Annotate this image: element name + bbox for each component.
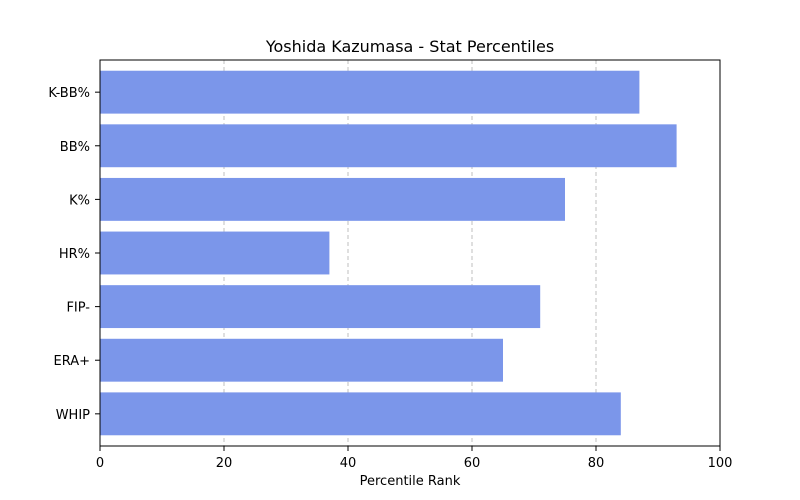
- chart-title: Yoshida Kazumasa - Stat Percentiles: [265, 37, 554, 56]
- bar-hr: [100, 231, 330, 275]
- y-tick-label: FIP-: [66, 301, 90, 316]
- x-axis-label: Percentile Rank: [360, 474, 461, 489]
- bar-bb: [100, 124, 677, 168]
- y-tick-label: K%: [69, 193, 90, 208]
- bars: [100, 70, 677, 436]
- bar-era: [100, 338, 503, 382]
- bar-k: [100, 177, 565, 221]
- x-tick-label: 40: [340, 456, 357, 471]
- y-tick-label: BB%: [60, 140, 90, 155]
- bar-fip: [100, 285, 541, 329]
- x-tick-label: 0: [96, 456, 104, 471]
- y-axis-ticks: K-BB% BB% K% HR% FIP- ERA+ WHIP: [48, 86, 100, 423]
- bar-k-bb: [100, 70, 640, 114]
- x-tick-label: 100: [708, 456, 733, 471]
- x-tick-label: 20: [216, 456, 233, 471]
- y-tick-label: WHIP: [56, 408, 90, 423]
- y-tick-label: ERA+: [53, 354, 90, 369]
- x-tick-label: 80: [588, 456, 605, 471]
- x-axis-ticks: 0 20 40 60 80 100: [96, 446, 733, 471]
- y-tick-label: HR%: [59, 247, 90, 262]
- x-tick-label: 60: [464, 456, 481, 471]
- y-tick-label: K-BB%: [48, 86, 90, 101]
- bar-whip: [100, 392, 621, 436]
